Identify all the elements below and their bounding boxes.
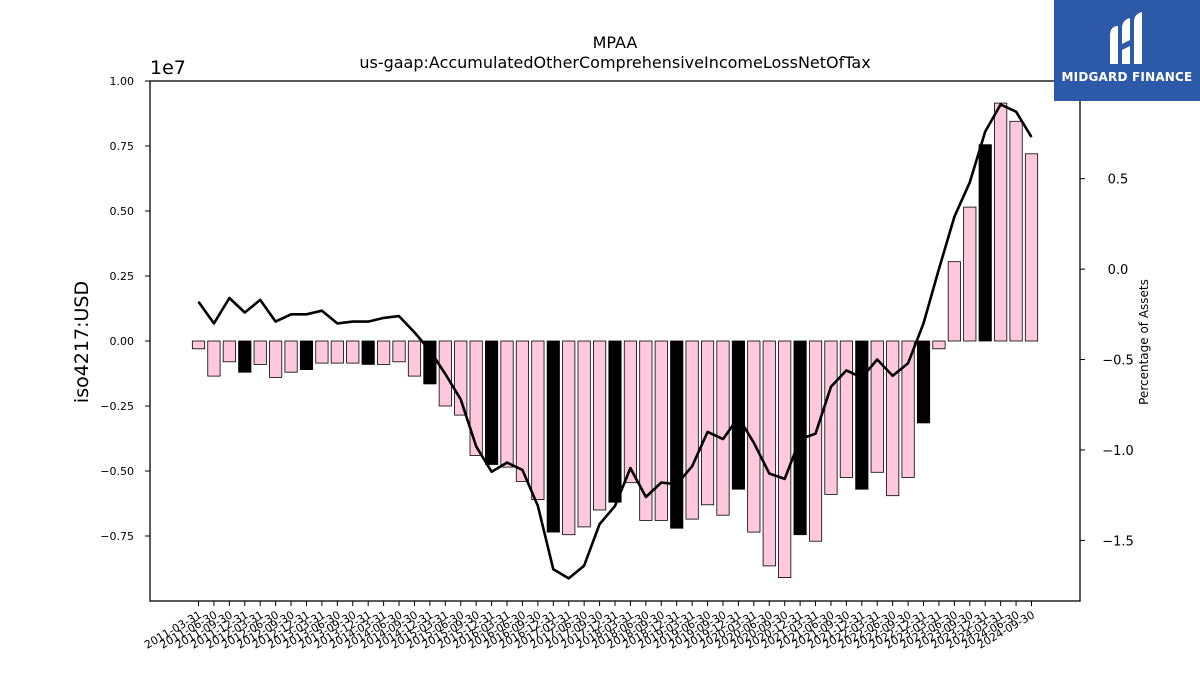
bar-2011-03-31 [191,340,206,350]
y-tick-label-right: −1.5 [1102,534,1134,549]
plot-frame [149,80,1081,602]
bar-2014-09-30 [407,340,422,377]
bars-group [191,102,1039,579]
bar-2018-12-31 [670,340,684,529]
y-ticks-left: 1.00 0.75 0.50 0.25 0.00 −0.25 −0.50 −0.75 [100,75,150,543]
bar-2011-12-31 [238,340,252,373]
y-tick-label-right: 0.0 [1108,263,1129,278]
bar-2020-03-31 [747,340,761,533]
bar-2018-06-30 [639,340,653,521]
y-tick-label: −0.25 [100,400,134,413]
bar-2013-09-30 [346,340,360,364]
bar-2012-09-30 [284,340,298,373]
bar-2014-03-31 [377,340,391,365]
bar-2015-12-31 [485,340,499,465]
bar-2019-12-31 [731,340,745,490]
bar-2017-09-30 [593,340,607,511]
bar-2014-06-30 [392,340,406,363]
bar-2013-12-31 [361,340,375,365]
chart-subtitle: us-gaap:AccumulatedOtherComprehensiveInc… [359,53,870,72]
bar-2023-09-30 [963,206,977,342]
bar-2019-06-30 [700,340,715,506]
y-tick-label-right: −0.5 [1102,354,1134,369]
y-offset-label: 1e7 [150,57,186,79]
bar-2022-12-31 [916,340,931,424]
y-tick-label: 0.00 [110,335,135,348]
y-tick-label: 0.75 [110,140,135,153]
bar-2023-12-31 [978,144,992,342]
y-axis-label-right: Percentage of Assets [1137,279,1151,405]
line-group [197,103,1033,580]
bar-2023-03-31 [932,340,946,350]
percentage-of-assets-line [197,103,1033,580]
bar-2024-03-31 [994,102,1008,342]
bar-2018-09-30 [654,340,668,521]
bar-2018-03-31 [623,340,637,484]
chart-title: MPAA [593,33,638,52]
bar-2017-03-31 [562,340,576,536]
y-ticks-right: 0.5 0.0 −0.5 −1.0 −1.5 [1080,173,1134,549]
bar-2013-06-30 [330,340,344,364]
y-axis-label: iso4217:USD [71,281,93,403]
bar-2014-12-31 [423,340,437,385]
bar-2019-03-31 [685,340,699,520]
bar-2011-09-30 [222,340,236,363]
bar-2015-09-30 [469,340,483,456]
bar-2020-09-30 [778,340,792,579]
bar-2016-09-30 [531,340,545,501]
bar-2016-06-30 [515,340,530,482]
y-tick-label-right: −1.0 [1102,444,1134,459]
y-tick-label: 0.25 [110,270,135,283]
bar-2021-03-31 [808,340,823,542]
bar-2011-06-30 [207,340,221,377]
bar-2022-06-30 [886,340,900,497]
y-tick-label-right: 0.5 [1108,173,1129,188]
midgard-finance-logo: MIDGARD FINANCE [1054,0,1200,101]
bar-2022-09-30 [901,340,915,478]
bar-2021-12-31 [855,340,869,490]
x-ticks: 2011-03-312011-06-302011-09-302011-12-31… [142,601,1037,652]
bar-2013-03-31 [315,340,329,364]
bar-2020-06-30 [762,340,776,567]
bar-2023-06-30 [947,261,961,342]
bar-2016-12-31 [546,340,560,533]
bar-2021-09-30 [839,340,853,478]
bar-2015-06-30 [454,340,468,416]
bar-2012-03-31 [253,340,267,365]
logo-text: MIDGARD FINANCE [1061,70,1193,84]
y-tick-label: 0.50 [110,205,135,218]
bar-2017-12-31 [608,340,622,503]
bar-2012-12-31 [299,340,314,371]
bar-2016-03-31 [500,340,514,468]
bar-2022-03-31 [870,340,884,473]
bar-2024-06-30 [1009,120,1023,342]
y-tick-label: −0.75 [100,530,134,543]
bar-2019-09-30 [716,340,730,516]
logo-mark-icon [1110,12,1142,64]
bar-2024-09-30 [1024,153,1039,342]
y-tick-label: 1.00 [110,75,135,88]
bar-2017-06-30 [577,340,591,528]
y-tick-label: −0.50 [100,465,134,478]
bar-2012-06-30 [269,340,283,378]
bar-2021-06-30 [824,340,838,495]
